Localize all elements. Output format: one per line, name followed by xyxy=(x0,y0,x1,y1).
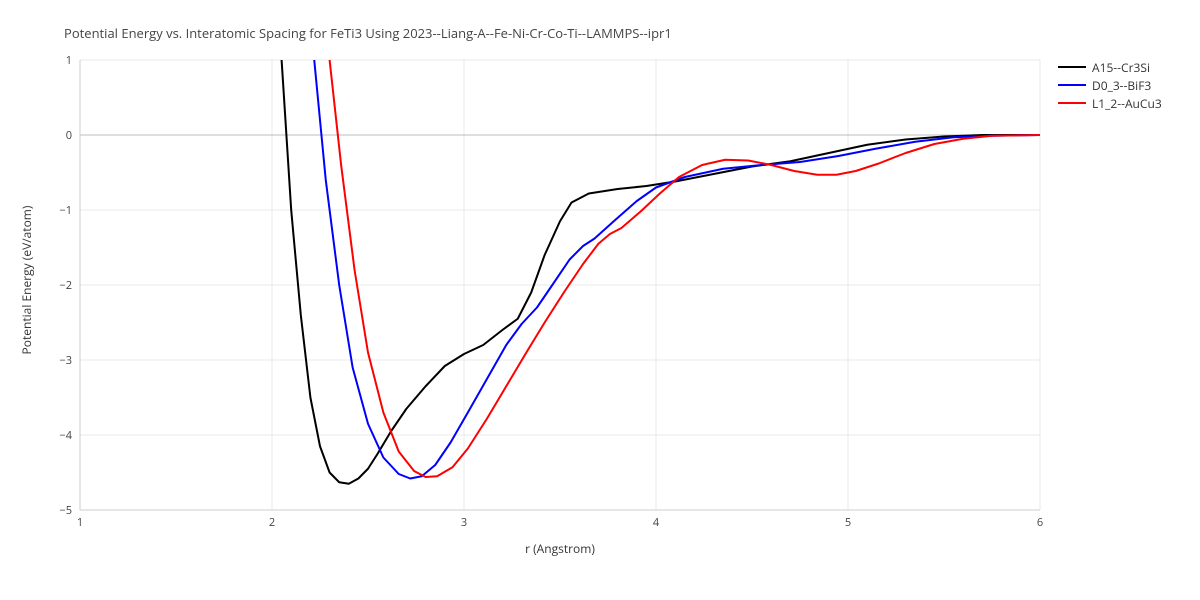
legend-swatch xyxy=(1058,102,1086,104)
legend-item[interactable]: A15--Cr3Si xyxy=(1058,58,1162,76)
svg-text:0: 0 xyxy=(66,128,72,143)
series-L1_2--AuCu3 xyxy=(330,60,1040,477)
legend-label: D0_3--BiF3 xyxy=(1092,77,1151,94)
svg-text:−4: −4 xyxy=(59,428,72,443)
svg-text:1: 1 xyxy=(66,53,72,68)
legend-swatch xyxy=(1058,84,1086,86)
legend-label: A15--Cr3Si xyxy=(1092,59,1150,76)
svg-text:5: 5 xyxy=(845,515,851,530)
legend-label: L1_2--AuCu3 xyxy=(1092,95,1162,112)
legend-item[interactable]: D0_3--BiF3 xyxy=(1058,76,1162,94)
svg-text:6: 6 xyxy=(1037,515,1043,530)
svg-text:−1: −1 xyxy=(59,203,72,218)
chart-plot: 1 2 3 4 5 6 −5 −4 −3 −2 −1 0 1 xyxy=(0,0,1200,600)
legend: A15--Cr3SiD0_3--BiF3L1_2--AuCu3 xyxy=(1058,58,1162,112)
svg-text:3: 3 xyxy=(461,515,467,530)
svg-text:−2: −2 xyxy=(59,278,72,293)
legend-item[interactable]: L1_2--AuCu3 xyxy=(1058,94,1162,112)
series-D0_3--BiF3 xyxy=(314,60,1040,479)
series-A15--Cr3Si xyxy=(282,60,1040,484)
svg-text:2: 2 xyxy=(269,515,275,530)
svg-text:4: 4 xyxy=(653,515,660,530)
legend-swatch xyxy=(1058,66,1086,68)
svg-text:−3: −3 xyxy=(59,353,72,368)
svg-text:1: 1 xyxy=(77,515,83,530)
svg-text:−5: −5 xyxy=(59,503,72,518)
